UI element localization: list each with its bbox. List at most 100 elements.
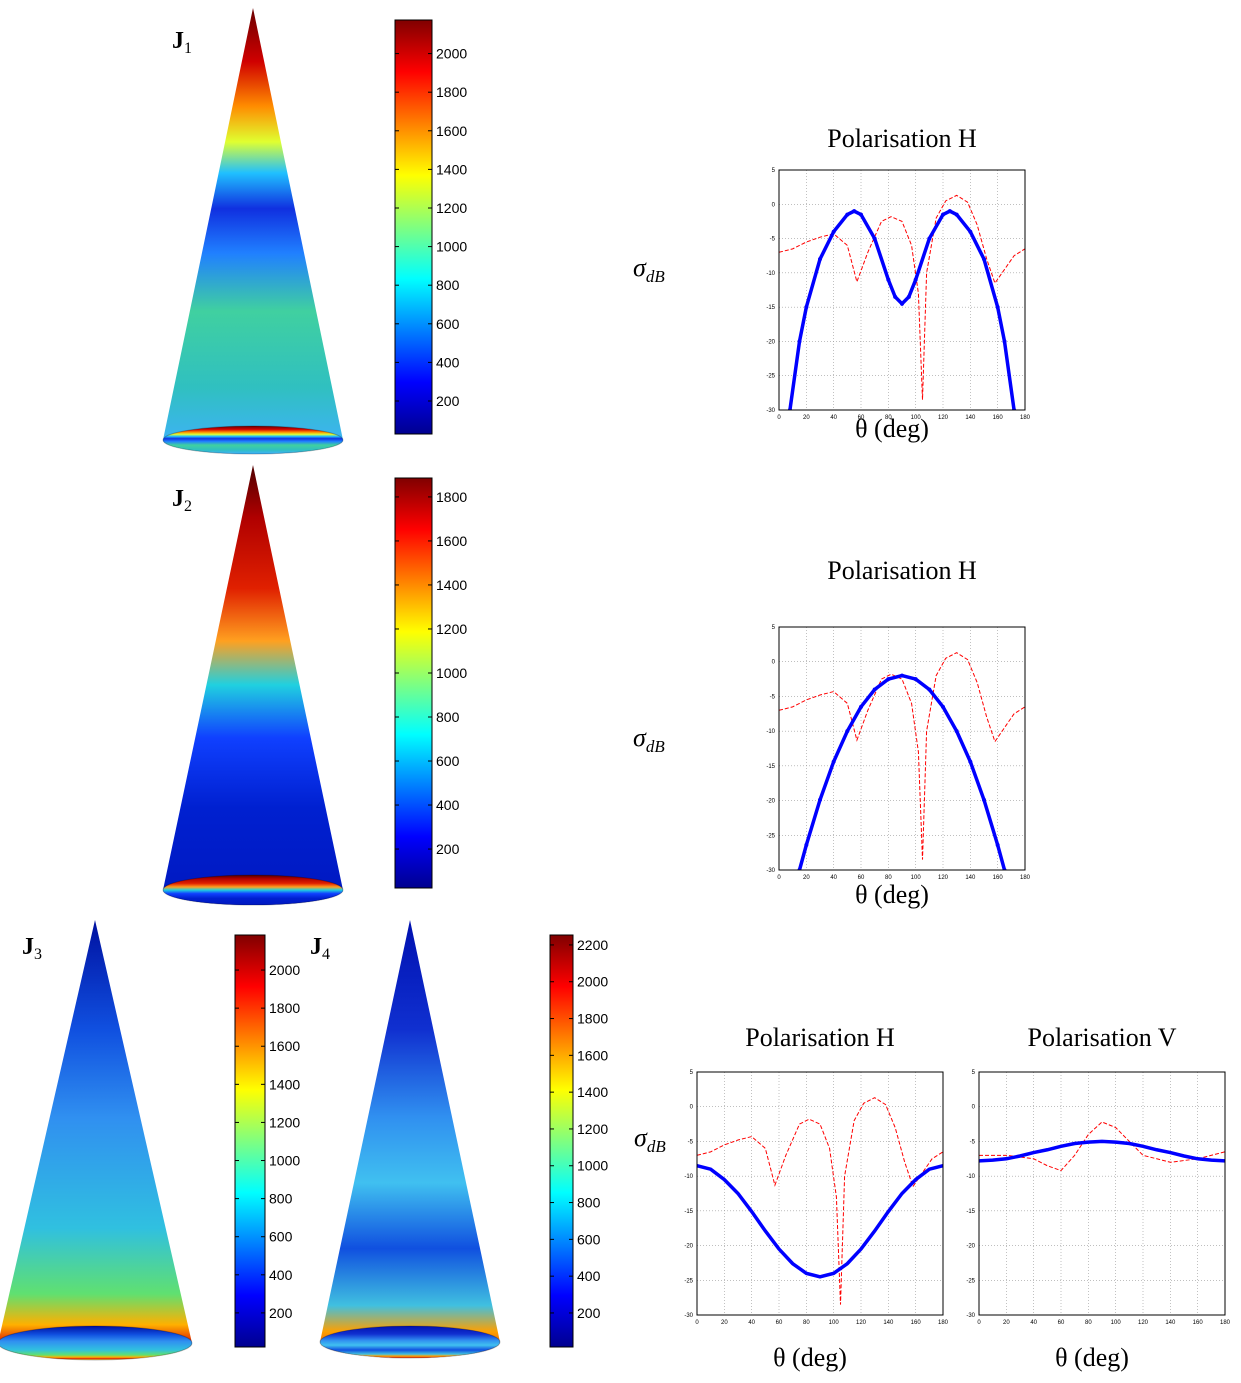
marker [845, 729, 850, 734]
y-label-sub: dB [647, 1137, 667, 1156]
tick-label: 200 [269, 1305, 293, 1321]
y-tick-label: 5 [772, 168, 776, 174]
y-tick-label: 5 [772, 625, 776, 631]
y-axis-label: σdB [633, 253, 665, 286]
series-line [979, 1139, 1225, 1163]
cone [163, 8, 343, 454]
tick-label: 1000 [436, 665, 467, 681]
marker [818, 797, 822, 802]
marker [1002, 339, 1007, 344]
x-tick-label: 120 [856, 1320, 867, 1326]
marker [982, 797, 986, 802]
marker [900, 301, 904, 306]
tick-label: 1200 [436, 200, 467, 216]
y-tick-label: -5 [770, 694, 776, 700]
y-axis-label: σdB [634, 1123, 666, 1156]
tick-label: 1400 [269, 1076, 300, 1092]
tick-label: 2000 [436, 46, 467, 62]
axes-frame [696, 1071, 944, 1316]
label-symbol: J [22, 934, 34, 960]
marker [968, 229, 973, 234]
plot-lines [979, 1121, 1225, 1172]
tick-label: 1400 [436, 161, 467, 177]
x-tick-label: 120 [938, 875, 949, 881]
x-tick-label: 60 [1058, 1320, 1065, 1326]
y-tick-label: -5 [770, 237, 776, 243]
plot-area [779, 627, 1025, 870]
marker [968, 759, 973, 764]
y-tick-label: -20 [684, 1244, 693, 1250]
x-tick-label: 160 [993, 875, 1004, 881]
marker [947, 209, 952, 214]
tick-label: 200 [577, 1305, 601, 1321]
marker [941, 704, 945, 709]
x-tick-label: 60 [858, 415, 865, 421]
series-line [979, 1121, 1225, 1172]
label-index: 4 [322, 946, 330, 963]
x-tick-label: 140 [883, 1320, 894, 1326]
cone [320, 920, 500, 1358]
marker [893, 294, 898, 299]
marker [818, 257, 822, 262]
y-tick-label: -20 [766, 339, 775, 345]
x-tick-label: 100 [1111, 1320, 1122, 1326]
cone-base [319, 1325, 501, 1359]
y-label-symbol: σ [633, 253, 647, 282]
x-tick-label: 120 [938, 415, 949, 421]
tick-label: 1200 [577, 1121, 608, 1137]
y-tick-label: -15 [766, 764, 775, 770]
x-axis-label: θ (deg) [1055, 1343, 1129, 1372]
tick-label: 2000 [577, 974, 608, 990]
panel-label: J1 [172, 28, 192, 57]
marker [831, 229, 836, 234]
axes-frame [978, 1071, 1226, 1316]
colorbar [234, 934, 266, 1348]
y-tick-label: 5 [972, 1070, 976, 1076]
label-index: 2 [184, 498, 192, 515]
tick-label: 1800 [269, 1000, 300, 1016]
y-tick-label: -30 [966, 1313, 975, 1319]
x-tick-label: 140 [1165, 1320, 1176, 1326]
tick-label: 400 [577, 1268, 601, 1284]
y-tick-label: -25 [966, 1278, 975, 1284]
x-tick-label: 120 [1138, 1320, 1149, 1326]
panel-label: J2 [172, 486, 192, 515]
y-label-sub: dB [646, 267, 666, 286]
tick-label: 1600 [436, 533, 467, 549]
tick-label: 1000 [269, 1153, 300, 1169]
y-tick-label: -25 [766, 833, 775, 839]
panel-label: J4 [310, 934, 330, 963]
y-tick-label: 0 [972, 1105, 976, 1111]
y-tick-label: -5 [970, 1139, 976, 1145]
x-tick-label: 40 [830, 875, 837, 881]
marker [886, 277, 891, 282]
colorbar [549, 934, 574, 1348]
label-index: 1 [184, 40, 192, 57]
tick-label: 400 [436, 354, 460, 370]
plot-lines [779, 652, 1025, 870]
x-tick-label: 100 [911, 415, 922, 421]
plot-lines [779, 194, 1025, 410]
y-tick-label: -5 [688, 1139, 694, 1145]
y-tick-label: -30 [766, 868, 775, 874]
x-tick-label: 0 [777, 875, 781, 881]
marker [831, 759, 836, 764]
y-tick-label: -15 [684, 1209, 693, 1215]
tick-label: 1600 [436, 123, 467, 139]
marker [859, 212, 863, 217]
x-tick-label: 60 [858, 875, 865, 881]
marker [872, 687, 877, 692]
panel-label: J3 [22, 934, 42, 963]
tick-label: 600 [577, 1231, 601, 1247]
x-tick-label: 0 [777, 415, 781, 421]
y-tick-label: 0 [772, 660, 776, 666]
x-tick-label: 20 [721, 1320, 728, 1326]
x-tick-label: 40 [748, 1320, 755, 1326]
y-tick-label: -25 [766, 374, 775, 380]
x-tick-label: 140 [965, 415, 976, 421]
y-tick-label: -10 [766, 271, 775, 277]
y-tick-label: 5 [690, 1070, 694, 1076]
x-tick-label: 160 [1193, 1320, 1204, 1326]
tick-label: 2200 [577, 937, 608, 953]
marker [982, 257, 986, 262]
